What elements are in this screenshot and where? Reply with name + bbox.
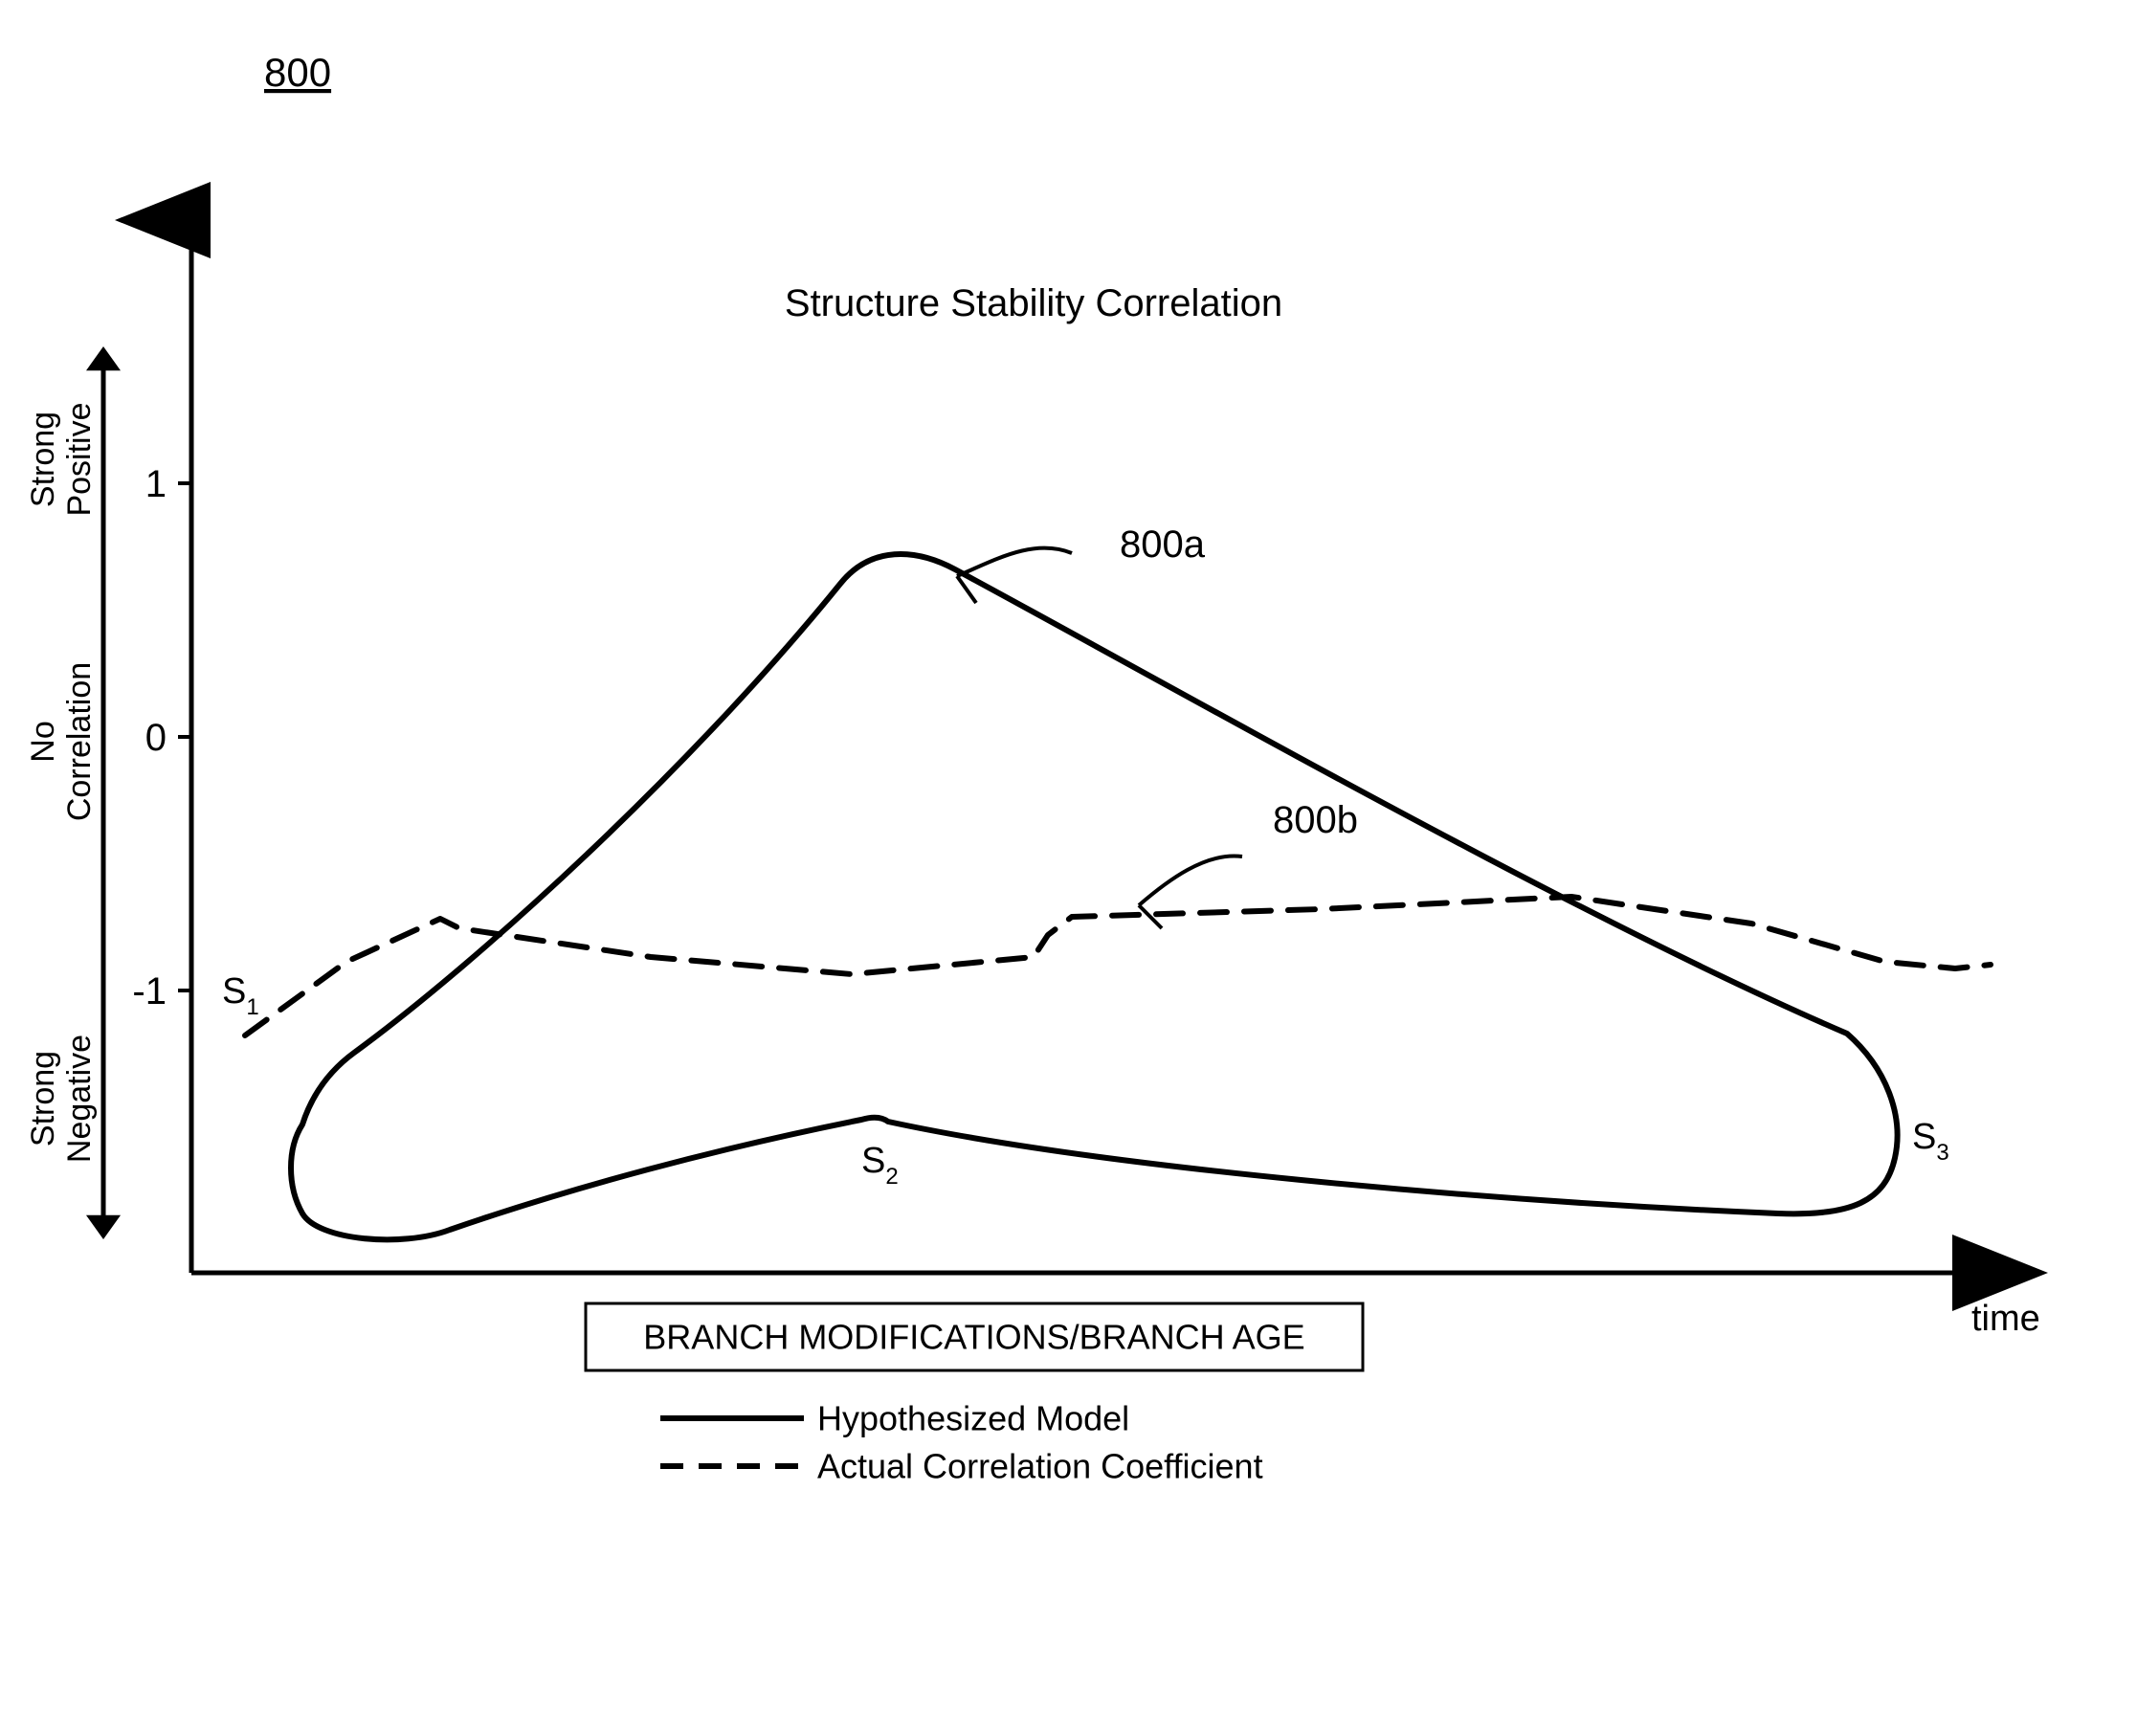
figure-container: 800 time 1 0 -1 StrongPositive NoCorrelation St… xyxy=(0,0,2137,1736)
x-axis-label: time xyxy=(1971,1299,2040,1339)
y-tick-label: 0 xyxy=(145,717,167,759)
chart-svg: 800 time 1 0 -1 StrongPositive NoCorrelation St… xyxy=(0,0,2137,1736)
y-region-label: NoCorrelation xyxy=(25,662,98,821)
y-tick-label: -1 xyxy=(132,970,167,1013)
svg-text:StrongPositive: StrongPositive xyxy=(25,402,98,516)
figure-number: 800 xyxy=(264,50,331,95)
legend-label: Actual Correlation Coefficient xyxy=(817,1447,1263,1486)
point-label: S2 xyxy=(861,1141,899,1190)
legend-label: Hypothesized Model xyxy=(817,1399,1129,1438)
svg-text:StrongNegative: StrongNegative xyxy=(25,1035,98,1163)
callout-label: 800b xyxy=(1273,799,1358,841)
callout-label: 800a xyxy=(1120,523,1206,566)
series-hypothesized xyxy=(291,554,1898,1239)
y-region-label: StrongNegative xyxy=(25,1035,98,1163)
chart-title: Structure Stability Correlation xyxy=(785,282,1282,324)
footer-box-text: BRANCH MODIFICATIONS/BRANCH AGE xyxy=(643,1318,1304,1357)
callout-leader xyxy=(1139,856,1242,905)
y-region-arrow-up xyxy=(86,346,121,370)
y-region-arrow-down xyxy=(86,1215,121,1239)
point-label: S3 xyxy=(1912,1117,1949,1166)
callout-leader xyxy=(957,548,1072,576)
svg-text:NoCorrelation: NoCorrelation xyxy=(25,662,98,821)
y-region-label: StrongPositive xyxy=(25,402,98,516)
point-label: S1 xyxy=(222,971,259,1020)
series-actual xyxy=(245,897,1991,1035)
y-tick-label: 1 xyxy=(145,463,167,505)
